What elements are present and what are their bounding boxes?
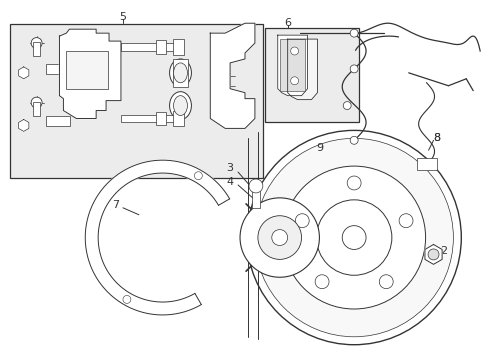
Circle shape xyxy=(379,275,392,289)
Circle shape xyxy=(271,230,287,246)
Circle shape xyxy=(31,97,42,108)
Circle shape xyxy=(398,214,412,228)
Bar xyxy=(264,28,358,122)
Circle shape xyxy=(349,65,357,73)
Bar xyxy=(66,51,108,89)
Bar xyxy=(416,158,436,170)
Ellipse shape xyxy=(169,59,191,87)
Polygon shape xyxy=(210,23,254,129)
Text: 8: 8 xyxy=(432,133,439,143)
Circle shape xyxy=(349,136,357,144)
Circle shape xyxy=(343,102,350,109)
Polygon shape xyxy=(277,35,307,96)
Text: 9: 9 xyxy=(315,143,322,153)
Bar xyxy=(172,59,188,87)
Text: 3: 3 xyxy=(226,163,233,173)
Circle shape xyxy=(316,200,391,275)
Circle shape xyxy=(122,296,131,303)
Text: 2: 2 xyxy=(439,247,446,256)
Circle shape xyxy=(254,138,452,337)
Polygon shape xyxy=(287,39,317,100)
Bar xyxy=(279,39,304,91)
Bar xyxy=(45,64,70,74)
Bar xyxy=(172,39,184,55)
Polygon shape xyxy=(60,29,121,118)
Circle shape xyxy=(346,176,360,190)
Circle shape xyxy=(31,37,42,49)
Polygon shape xyxy=(19,120,29,131)
Bar xyxy=(155,40,165,54)
Bar xyxy=(121,43,175,51)
Ellipse shape xyxy=(173,63,187,83)
Circle shape xyxy=(290,47,298,55)
Circle shape xyxy=(295,214,308,228)
Polygon shape xyxy=(424,244,441,264)
Circle shape xyxy=(282,166,425,309)
Circle shape xyxy=(257,216,301,260)
Bar xyxy=(121,114,175,122)
Circle shape xyxy=(290,77,298,85)
Circle shape xyxy=(349,29,357,37)
Bar xyxy=(155,112,165,125)
Text: 6: 6 xyxy=(284,18,290,28)
Polygon shape xyxy=(85,160,229,315)
Bar xyxy=(33,102,40,116)
Ellipse shape xyxy=(169,92,191,120)
Bar xyxy=(33,42,40,56)
Bar xyxy=(251,186,259,208)
Bar xyxy=(45,117,70,126)
Circle shape xyxy=(240,198,319,277)
Text: 8: 8 xyxy=(432,133,439,143)
Circle shape xyxy=(314,275,328,289)
Bar xyxy=(10,24,263,178)
Text: 7: 7 xyxy=(112,200,120,210)
Circle shape xyxy=(427,249,438,260)
Ellipse shape xyxy=(173,96,187,116)
Text: 4: 4 xyxy=(226,177,233,187)
Bar xyxy=(172,111,184,126)
Polygon shape xyxy=(19,67,29,79)
Circle shape xyxy=(194,172,202,180)
Circle shape xyxy=(248,179,263,193)
Text: 1: 1 xyxy=(301,215,307,225)
Circle shape xyxy=(246,130,460,345)
Text: 5: 5 xyxy=(119,12,126,22)
Circle shape xyxy=(342,226,366,249)
